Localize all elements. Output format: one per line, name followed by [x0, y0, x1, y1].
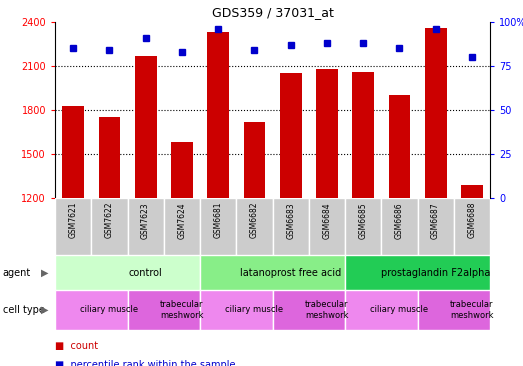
Bar	[200, 255, 345, 290]
Text: ciliary muscle: ciliary muscle	[225, 306, 283, 314]
Text: GSM6686: GSM6686	[395, 202, 404, 239]
Bar	[417, 290, 490, 330]
Bar	[345, 290, 417, 330]
Bar	[171, 142, 193, 198]
Text: trabecular
meshwork: trabecular meshwork	[450, 300, 494, 320]
Bar	[381, 198, 417, 255]
Text: GSM6688: GSM6688	[468, 202, 476, 239]
Bar	[128, 290, 200, 330]
Text: ■  count: ■ count	[55, 341, 98, 351]
Text: GSM6684: GSM6684	[322, 202, 332, 239]
Text: latanoprost free acid: latanoprost free acid	[240, 268, 341, 277]
Text: ▶: ▶	[41, 268, 48, 277]
Bar	[316, 69, 338, 198]
Text: GSM6681: GSM6681	[213, 202, 223, 239]
Title: GDS359 / 37031_at: GDS359 / 37031_at	[212, 7, 334, 19]
Bar	[353, 72, 374, 198]
Bar	[128, 198, 164, 255]
Text: trabecular
meshwork: trabecular meshwork	[305, 300, 349, 320]
Text: ▶: ▶	[41, 305, 48, 315]
Text: GSM7622: GSM7622	[105, 202, 114, 239]
Bar	[98, 117, 120, 198]
Bar	[389, 95, 410, 198]
Text: ciliary muscle: ciliary muscle	[370, 306, 428, 314]
Bar	[236, 198, 272, 255]
Bar	[244, 122, 265, 198]
Bar	[417, 198, 454, 255]
Bar	[280, 73, 301, 198]
Bar	[454, 198, 490, 255]
Bar	[272, 290, 345, 330]
Text: trabecular
meshwork: trabecular meshwork	[160, 300, 203, 320]
Bar	[200, 198, 236, 255]
Text: GSM7621: GSM7621	[69, 202, 77, 239]
Bar	[164, 198, 200, 255]
Bar	[135, 56, 156, 198]
Text: agent: agent	[3, 268, 31, 277]
Text: GSM6682: GSM6682	[250, 202, 259, 239]
Text: cell type: cell type	[3, 305, 44, 315]
Text: prostaglandin F2alpha: prostaglandin F2alpha	[381, 268, 491, 277]
Bar	[91, 198, 128, 255]
Text: ciliary muscle: ciliary muscle	[81, 306, 139, 314]
Text: GSM6685: GSM6685	[359, 202, 368, 239]
Bar	[309, 198, 345, 255]
Bar	[272, 198, 309, 255]
Bar	[345, 255, 490, 290]
Bar	[55, 255, 200, 290]
Bar	[200, 290, 272, 330]
Bar	[207, 32, 229, 198]
Text: GSM6687: GSM6687	[431, 202, 440, 239]
Bar	[55, 198, 91, 255]
Bar	[55, 290, 128, 330]
Text: GSM7623: GSM7623	[141, 202, 150, 239]
Text: GSM6683: GSM6683	[286, 202, 295, 239]
Text: GSM7624: GSM7624	[177, 202, 186, 239]
Text: ■  percentile rank within the sample: ■ percentile rank within the sample	[55, 360, 235, 366]
Bar	[345, 198, 381, 255]
Bar	[461, 185, 483, 198]
Text: control: control	[129, 268, 163, 277]
Bar	[425, 28, 447, 198]
Bar	[62, 106, 84, 198]
